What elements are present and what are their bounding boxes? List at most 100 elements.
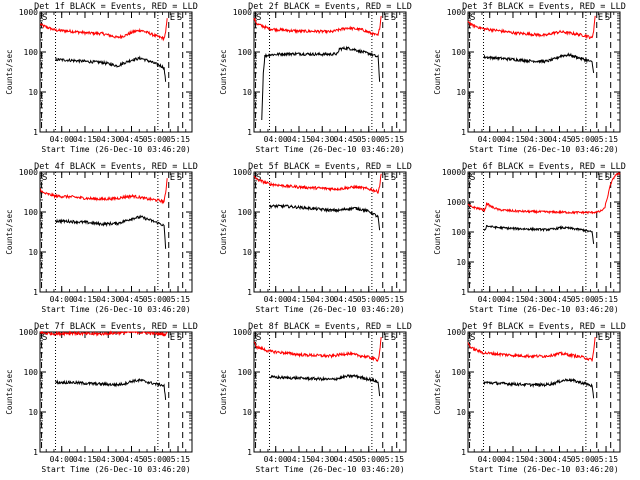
y-tick-label: 1000	[233, 328, 252, 337]
y-tick-label: 1	[247, 288, 252, 297]
lld-series-line	[253, 336, 382, 363]
marker-label: S	[605, 333, 610, 343]
x-axis-label: Start Time (26-Dec-10 03:46:20)	[469, 305, 618, 314]
lld-series-line	[467, 172, 621, 215]
x-tick-label: 05:00	[143, 295, 167, 304]
x-axis-label: Start Time (26-Dec-10 03:46:20)	[255, 305, 404, 314]
x-axis-label: Start Time (26-Dec-10 03:46:20)	[255, 145, 404, 154]
x-tick-label: 05:15	[380, 455, 404, 464]
x-tick-label: 05:15	[166, 455, 190, 464]
marker-label: S	[605, 173, 610, 183]
panel-title: Det 4f BLACK = Events, RED = LLD	[34, 162, 198, 172]
x-tick-label: 04:30	[310, 295, 334, 304]
y-tick-label: 100	[238, 368, 253, 377]
y-tick-label: 1	[33, 288, 38, 297]
events-series-line	[483, 224, 595, 245]
x-tick-label: 04:45	[547, 455, 571, 464]
x-tick-label: 04:45	[333, 135, 357, 144]
y-tick-label: 10	[242, 248, 252, 257]
x-tick-label: 05:15	[166, 135, 190, 144]
x-tick-label: 05:15	[380, 135, 404, 144]
x-tick-label: 04:45	[119, 455, 143, 464]
x-tick-label: 05:00	[571, 135, 595, 144]
marker-label: E	[384, 333, 389, 343]
x-tick-label: 04:45	[119, 295, 143, 304]
x-tick-label: 04:45	[119, 135, 143, 144]
y-tick-label: 100	[238, 208, 253, 217]
marker-label: S	[391, 333, 396, 343]
x-tick-label: 05:00	[571, 295, 595, 304]
events-series-line	[269, 373, 381, 397]
y-tick-label: 100	[238, 48, 253, 57]
y-axis-label: Counts/sec	[5, 49, 14, 94]
lld-series-line	[39, 18, 168, 42]
lld-series-line	[39, 330, 168, 337]
y-tick-label: 10000	[442, 168, 466, 177]
marker-label: S	[42, 173, 47, 183]
panel-title: Det 9f BLACK = Events, RED = LLD	[462, 322, 626, 332]
x-tick-label: 04:45	[547, 295, 571, 304]
y-tick-label: 1	[461, 288, 466, 297]
x-axis-label: Start Time (26-Dec-10 03:46:20)	[469, 465, 618, 474]
x-tick-label: 05:15	[594, 295, 618, 304]
y-tick-label: 1	[33, 128, 38, 137]
x-tick-label: 04:00	[264, 135, 288, 144]
x-tick-label: 04:15	[501, 135, 525, 144]
y-tick-label: 1000	[233, 8, 252, 17]
x-axis-label: Start Time (26-Dec-10 03:46:20)	[41, 465, 190, 474]
marker-label: S	[177, 333, 182, 343]
x-tick-label: 04:15	[287, 455, 311, 464]
y-axis-label: Counts/sec	[433, 209, 442, 254]
panel-title: Det 6f BLACK = Events, RED = LLD	[462, 162, 626, 172]
x-tick-label: 04:00	[478, 135, 502, 144]
y-tick-label: 10	[242, 88, 252, 97]
y-tick-label: 100	[24, 368, 39, 377]
y-tick-label: 1	[247, 128, 252, 137]
x-axis-label: Start Time (26-Dec-10 03:46:20)	[41, 305, 190, 314]
marker-label: E	[598, 173, 603, 183]
x-tick-label: 05:00	[357, 135, 381, 144]
marker-label: S	[391, 13, 396, 23]
x-tick-label: 04:00	[50, 135, 74, 144]
y-axis-label: Counts/sec	[5, 209, 14, 254]
x-tick-label: 04:30	[96, 455, 120, 464]
x-tick-label: 04:30	[310, 455, 334, 464]
marker-label: S	[42, 333, 47, 343]
x-tick-label: 04:30	[524, 135, 548, 144]
x-tick-label: 04:15	[73, 455, 97, 464]
x-tick-label: 04:30	[96, 135, 120, 144]
x-tick-label: 04:15	[501, 295, 525, 304]
x-tick-label: 05:00	[357, 295, 381, 304]
y-tick-label: 10	[456, 258, 466, 267]
y-axis-label: Counts/sec	[219, 209, 228, 254]
y-tick-label: 1000	[19, 328, 38, 337]
x-tick-label: 04:00	[50, 295, 74, 304]
y-tick-label: 1	[461, 128, 466, 137]
y-axis-label: Counts/sec	[219, 369, 228, 414]
lld-series-line	[253, 173, 382, 194]
x-tick-label: 04:30	[96, 295, 120, 304]
marker-label: E	[170, 173, 175, 183]
events-series-line	[261, 45, 381, 120]
marker-label: S	[42, 13, 47, 23]
marker-label: E	[384, 173, 389, 183]
x-tick-label: 04:00	[478, 295, 502, 304]
y-tick-label: 1000	[447, 198, 466, 207]
x-tick-label: 04:45	[333, 295, 357, 304]
x-tick-label: 05:00	[143, 455, 167, 464]
lld-series-line	[467, 15, 596, 40]
y-axis-label: Counts/sec	[219, 49, 228, 94]
x-tick-label: 05:15	[594, 455, 618, 464]
x-tick-label: 04:00	[478, 455, 502, 464]
marker-label: S	[470, 13, 475, 23]
y-tick-label: 100	[24, 48, 39, 57]
y-tick-label: 10	[456, 408, 466, 417]
y-tick-label: 10	[242, 408, 252, 417]
marker-label: E	[384, 13, 389, 23]
panel-title: Det 1f BLACK = Events, RED = LLD	[34, 2, 198, 12]
y-tick-label: 1000	[19, 168, 38, 177]
events-series-line	[483, 377, 595, 399]
x-tick-label: 05:00	[143, 135, 167, 144]
marker-label: S	[256, 13, 261, 23]
x-tick-label: 04:15	[287, 295, 311, 304]
